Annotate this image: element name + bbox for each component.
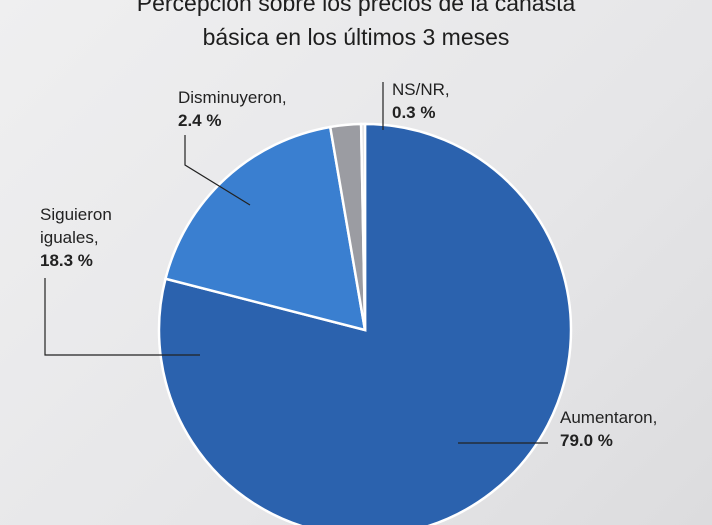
slice-name: Siguieron iguales, <box>40 205 112 247</box>
leader-lines <box>44 82 548 444</box>
slice-name: Aumentaron, <box>560 408 658 427</box>
chart-title: Percepción sobre los precios de la canas… <box>0 0 712 54</box>
slice-value: 18.3 % <box>40 251 93 270</box>
slice-label: NS/NR, 0.3 % <box>392 78 492 124</box>
slice-label: Aumentaron, 79.0 % <box>560 406 700 452</box>
slice-name: NS/NR, <box>392 80 450 99</box>
slice-value: 0.3 % <box>392 103 436 122</box>
slice-label: Disminuyeron, 2.4 % <box>178 86 338 132</box>
leader-line <box>44 278 200 356</box>
slice-value: 79.0 % <box>560 431 613 450</box>
slice-name: Disminuyeron, <box>178 88 287 107</box>
pie-slice <box>359 122 367 331</box>
pie <box>157 122 573 525</box>
pie-slice <box>163 125 367 332</box>
slice-value: 2.4 % <box>178 111 222 130</box>
leader-line <box>184 135 251 206</box>
slice-label: Siguieron iguales, 18.3 % <box>40 203 150 272</box>
chart-title-text: Percepción sobre los precios de la canas… <box>136 0 576 50</box>
